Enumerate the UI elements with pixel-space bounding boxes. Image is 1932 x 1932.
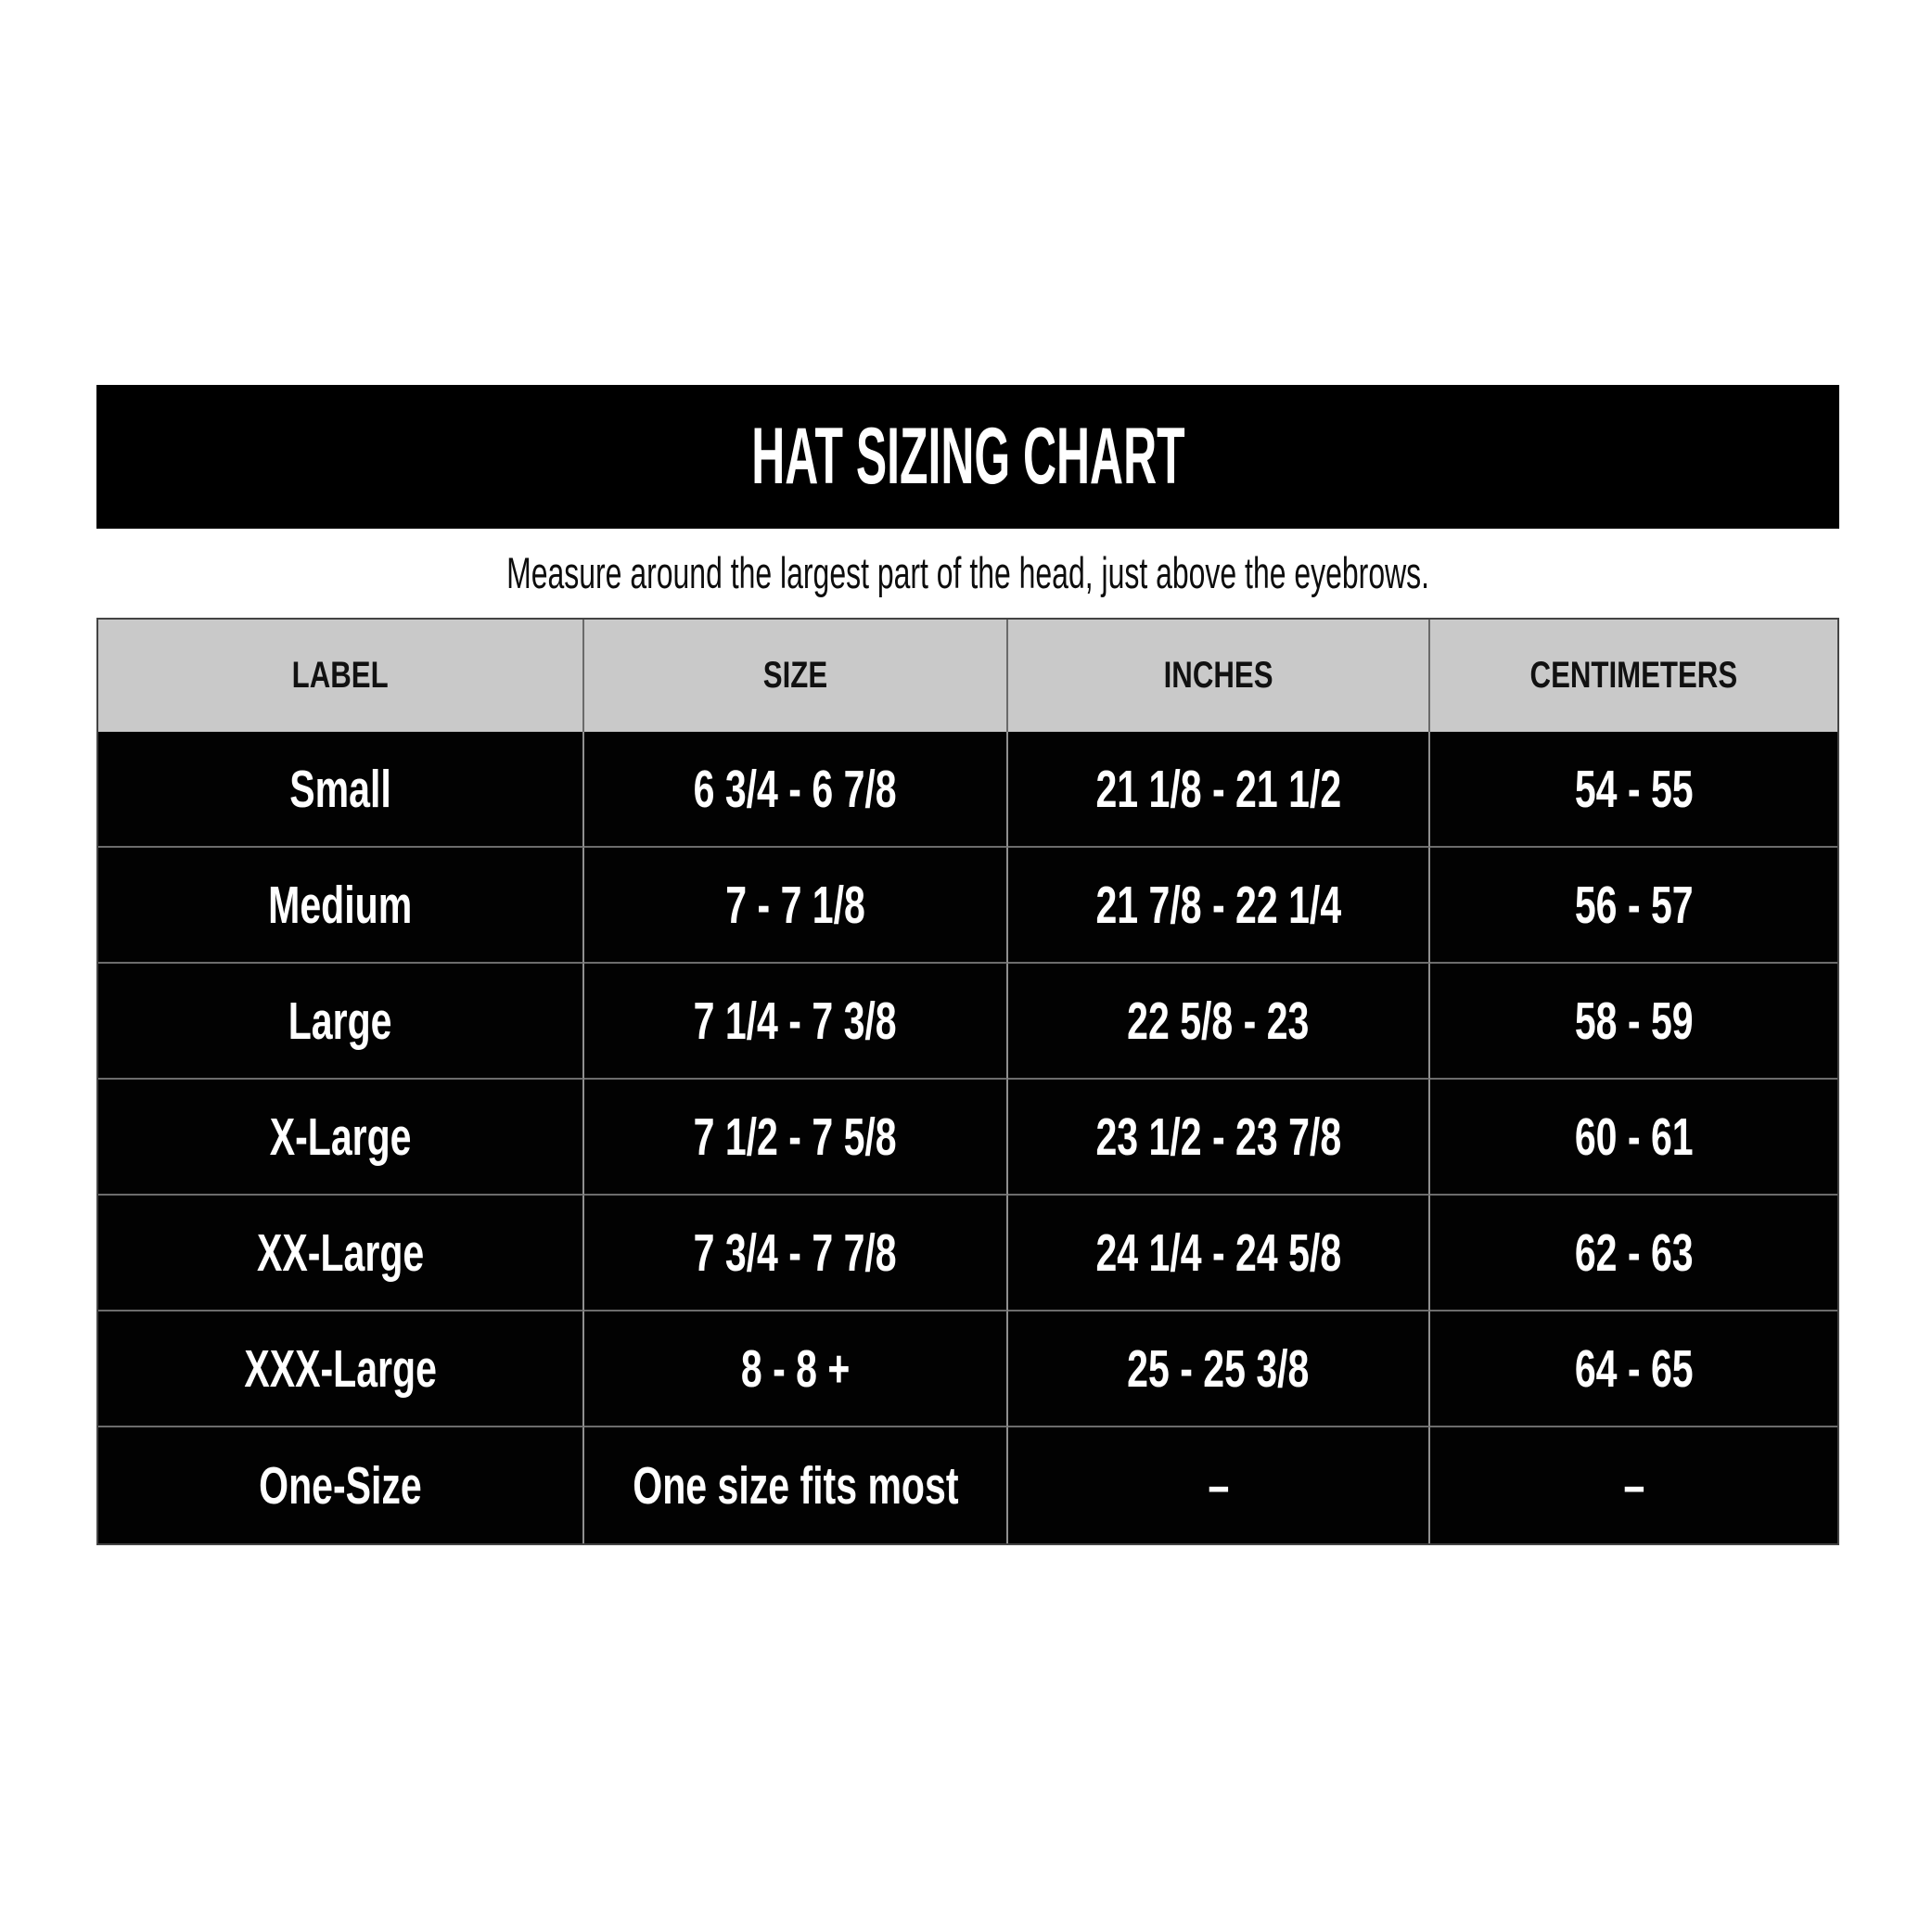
table-cell: One-Size — [98, 1427, 584, 1543]
cell-value: 24 1/4 - 24 5/8 — [1095, 1222, 1341, 1283]
cell-value: 25 - 25 3/8 — [1127, 1338, 1310, 1399]
cell-value: 7 1/4 - 7 3/8 — [693, 991, 898, 1051]
table-cell: 7 1/2 - 7 5/8 — [584, 1080, 1008, 1196]
cell-value: 54 - 55 — [1574, 759, 1694, 819]
table-cell: 23 1/2 - 23 7/8 — [1008, 1080, 1430, 1196]
cell-value: Large — [288, 991, 392, 1051]
cell-value: One size fits most — [632, 1455, 959, 1516]
table-cell: 58 - 59 — [1430, 964, 1837, 1080]
cell-value: X-Large — [269, 1107, 412, 1167]
cell-value: Medium — [268, 875, 413, 935]
cell-value: 6 3/4 - 6 7/8 — [693, 759, 898, 819]
table-cell: 25 - 25 3/8 — [1008, 1311, 1430, 1427]
table-cell: Large — [98, 964, 584, 1080]
table-cell: 56 - 57 — [1430, 848, 1837, 964]
table-cell: – — [1430, 1427, 1837, 1543]
cell-value: – — [1623, 1455, 1644, 1516]
column-header-inches: INCHES — [1008, 620, 1430, 732]
table-cell: 62 - 63 — [1430, 1196, 1837, 1311]
cell-value: 7 3/4 - 7 7/8 — [693, 1222, 898, 1283]
table-cell: One size fits most — [584, 1427, 1008, 1543]
table-cell: – — [1008, 1427, 1430, 1543]
table-cell: 21 7/8 - 22 1/4 — [1008, 848, 1430, 964]
table-cell: XXX-Large — [98, 1311, 584, 1427]
cell-value: 64 - 65 — [1574, 1338, 1694, 1399]
cell-value: 21 7/8 - 22 1/4 — [1095, 875, 1341, 935]
cell-value: 58 - 59 — [1574, 991, 1694, 1051]
cell-value: 60 - 61 — [1574, 1107, 1694, 1167]
cell-value: XX-Large — [256, 1222, 425, 1283]
cell-value: 56 - 57 — [1574, 875, 1694, 935]
table-cell: 6 3/4 - 6 7/8 — [584, 732, 1008, 848]
table-cell: 54 - 55 — [1430, 732, 1837, 848]
size-table: LABEL SIZE INCHES CENTIMETERS Small 6 3/4 - 6… — [96, 618, 1839, 1545]
table-cell: 60 - 61 — [1430, 1080, 1837, 1196]
table-cell: Small — [98, 732, 584, 848]
table-cell: 21 1/8 - 21 1/2 — [1008, 732, 1430, 848]
cell-value: Small — [289, 759, 391, 819]
cell-value: XXX-Large — [244, 1338, 437, 1399]
cell-value: 21 1/8 - 21 1/2 — [1095, 759, 1341, 819]
column-header-label: CENTIMETERS — [1529, 655, 1738, 696]
column-header-label: LABEL — [98, 620, 584, 732]
table-cell: 64 - 65 — [1430, 1311, 1837, 1427]
table-cell: 7 3/4 - 7 7/8 — [584, 1196, 1008, 1311]
table-cell: 8 - 8 + — [584, 1311, 1008, 1427]
table-cell: 24 1/4 - 24 5/8 — [1008, 1196, 1430, 1311]
cell-value: 7 1/2 - 7 5/8 — [693, 1107, 898, 1167]
column-header-label: LABEL — [291, 655, 389, 696]
table-cell: Medium — [98, 848, 584, 964]
subtitle: Measure around the largest part of the h… — [96, 536, 1839, 608]
column-header-label: INCHES — [1163, 655, 1273, 696]
page-title: HAT SIZING CHART — [750, 412, 1185, 501]
table-cell: X-Large — [98, 1080, 584, 1196]
cell-value: One-Size — [259, 1455, 422, 1516]
table-cell: XX-Large — [98, 1196, 584, 1311]
title-bar: HAT SIZING CHART — [96, 385, 1839, 529]
column-header-centimeters: CENTIMETERS — [1430, 620, 1837, 732]
column-header-size: SIZE — [584, 620, 1008, 732]
column-header-label: SIZE — [762, 655, 828, 696]
cell-value: 62 - 63 — [1574, 1222, 1694, 1283]
cell-value: – — [1208, 1455, 1229, 1516]
table-cell: 7 - 7 1/8 — [584, 848, 1008, 964]
subtitle-text: Measure around the largest part of the h… — [506, 547, 1429, 597]
table-cell: 7 1/4 - 7 3/8 — [584, 964, 1008, 1080]
cell-value: 23 1/2 - 23 7/8 — [1095, 1107, 1341, 1167]
table-cell: 22 5/8 - 23 — [1008, 964, 1430, 1080]
cell-value: 7 - 7 1/8 — [725, 875, 865, 935]
cell-value: 22 5/8 - 23 — [1127, 991, 1310, 1051]
cell-value: 8 - 8 + — [740, 1338, 851, 1399]
